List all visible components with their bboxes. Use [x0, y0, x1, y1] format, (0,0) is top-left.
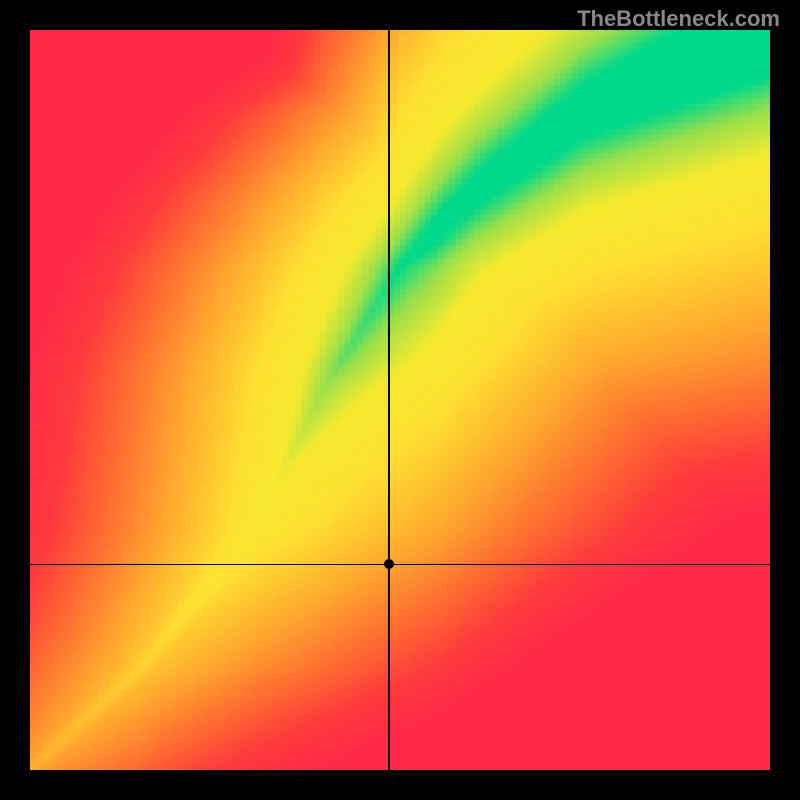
crosshair-horizontal [30, 564, 770, 566]
watermark-text: TheBottleneck.com [577, 6, 780, 32]
crosshair-vertical [388, 30, 390, 770]
heatmap-canvas [30, 30, 770, 770]
chart-container: { "watermark": { "text": "TheBottleneck.… [0, 0, 800, 800]
crosshair-marker-dot [384, 559, 394, 569]
